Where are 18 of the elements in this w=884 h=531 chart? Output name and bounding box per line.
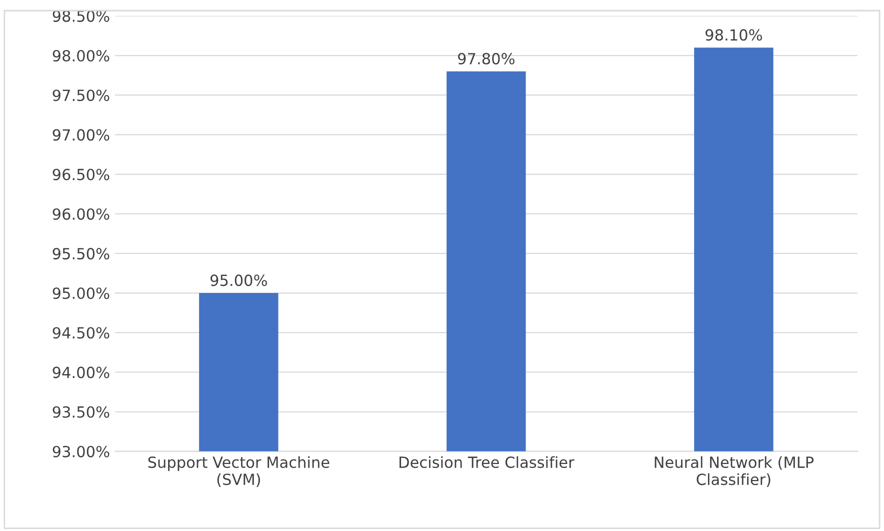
y-tick-label: 98.00%	[52, 50, 110, 62]
y-tick-label: 96.50%	[52, 168, 110, 180]
y-tick-label: 93.50%	[52, 406, 110, 418]
data-label: 98.10%	[706, 29, 762, 41]
y-tick-label: 95.50%	[52, 248, 110, 260]
y-tick-label: 94.00%	[52, 366, 110, 378]
x-tick-label: Neural Network (MLP Classifier)	[654, 456, 814, 487]
y-tick-label: 97.50%	[52, 90, 110, 102]
x-tick-label: Support Vector Machine (SVM)	[148, 456, 330, 487]
data-label: 97.80%	[458, 52, 514, 64]
y-tick-label: 97.00%	[52, 129, 110, 141]
y-tick-label: 96.00%	[52, 208, 110, 220]
y-tick-label: 95.00%	[52, 287, 110, 300]
y-tick-label: 98.50%	[52, 10, 110, 22]
y-tick-label: 93.00%	[52, 446, 110, 458]
x-tick-label: Decision Tree Classifier	[400, 456, 574, 468]
data-label: 95.00%	[210, 274, 267, 286]
y-tick-label: 94.50%	[52, 327, 110, 339]
